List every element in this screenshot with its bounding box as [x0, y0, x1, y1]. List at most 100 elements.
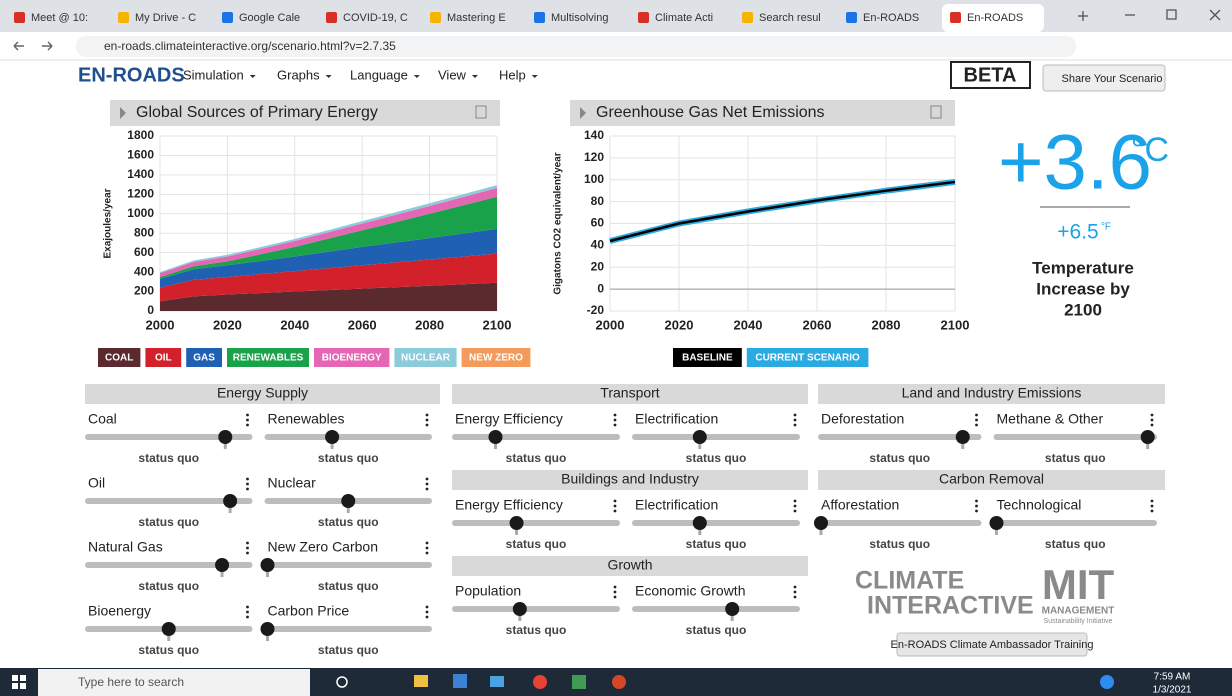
slider-name[interactable]: Renewables [268, 411, 345, 427]
slider-name[interactable]: Energy Efficiency [455, 411, 563, 427]
menu-dots[interactable] [1150, 423, 1154, 427]
menu-dots[interactable] [246, 487, 249, 491]
slider-thumb[interactable] [512, 602, 527, 616]
legend-swatch[interactable] [746, 348, 869, 367]
menu[interactable]: Help [499, 67, 526, 82]
menu-dots[interactable] [246, 423, 249, 427]
menu-dots[interactable] [793, 590, 797, 594]
expand-arrow[interactable] [580, 107, 586, 119]
legend-swatch[interactable] [98, 348, 141, 367]
menu[interactable]: Simulation [183, 67, 244, 82]
slider-thumb[interactable] [488, 430, 503, 444]
legend-label[interactable]: NUCLEAR [401, 353, 451, 364]
menu-dots[interactable] [246, 482, 249, 486]
tab[interactable] [942, 4, 1044, 32]
slider-thumb[interactable] [260, 622, 275, 636]
tab-title[interactable]: My Drive - C [135, 12, 196, 24]
menu-dots[interactable] [425, 482, 429, 486]
slider-thumb[interactable] [341, 494, 356, 508]
slider-name[interactable]: Afforestation [821, 497, 899, 513]
tab-title[interactable]: Climate Acti [655, 12, 713, 24]
slider-thumb[interactable] [218, 430, 233, 444]
menu-dots[interactable] [246, 615, 249, 619]
menu-dots[interactable] [1150, 418, 1154, 422]
tab-title[interactable]: Meet @ 10: [31, 12, 88, 24]
taskbar-icons[interactable] [336, 674, 1114, 689]
menu-dots[interactable] [975, 509, 978, 513]
tab[interactable] [422, 4, 524, 32]
menu-dots[interactable] [975, 418, 978, 422]
menu-dots[interactable] [613, 413, 617, 417]
search-placeholder[interactable]: Type here to search [78, 675, 184, 689]
menu-dots[interactable] [975, 504, 978, 508]
menu-dots[interactable] [425, 551, 429, 555]
menu-dots[interactable] [246, 551, 249, 555]
window-controls[interactable] [1078, 9, 1221, 21]
training-label[interactable]: En-ROADS Climate Ambassador Training [891, 639, 1094, 651]
menu-dots[interactable] [613, 509, 617, 513]
slider-name[interactable]: Technological [997, 497, 1082, 513]
menu-dots[interactable] [613, 585, 617, 589]
menu-dots[interactable] [793, 585, 797, 589]
menu-dots[interactable] [246, 605, 249, 609]
nav-buttons[interactable] [13, 41, 53, 51]
menu-dots[interactable] [613, 595, 617, 599]
legend-label[interactable]: RENEWABLES [233, 353, 304, 364]
menu-dots[interactable] [246, 541, 249, 545]
menu-dots[interactable] [975, 499, 978, 503]
menu[interactable]: View [438, 67, 467, 82]
slider-name[interactable]: Methane & Other [997, 411, 1104, 427]
expand-arrow[interactable] [120, 107, 126, 119]
legend-label[interactable]: COAL [105, 353, 133, 364]
tab[interactable] [318, 4, 420, 32]
legend-label[interactable]: GAS [193, 353, 215, 364]
menu-dots[interactable] [246, 413, 249, 417]
menu-dots[interactable] [793, 509, 797, 513]
legend-swatch[interactable] [186, 348, 222, 367]
menu-dots[interactable] [425, 610, 429, 614]
slider-name[interactable]: Economic Growth [635, 583, 745, 599]
menu-dots[interactable] [425, 605, 429, 609]
menu-dots[interactable] [425, 418, 429, 422]
menu-dots[interactable] [1150, 509, 1154, 513]
menu-dots[interactable] [425, 477, 429, 481]
slider-thumb[interactable] [215, 558, 230, 572]
start-button[interactable] [12, 675, 26, 689]
slider-thumb[interactable] [814, 516, 828, 530]
legend-swatch[interactable] [314, 348, 390, 367]
slider-thumb[interactable] [325, 430, 340, 444]
menu-dots[interactable] [793, 418, 797, 422]
tab[interactable] [6, 4, 108, 32]
share-button[interactable] [1042, 64, 1166, 92]
slider-thumb[interactable] [223, 494, 238, 508]
slider-name[interactable]: Coal [88, 411, 117, 427]
menu-dots[interactable] [1150, 504, 1154, 508]
legend-swatch[interactable] [145, 348, 182, 367]
legend-label[interactable]: OIL [155, 353, 172, 364]
slider-name[interactable]: Population [455, 583, 521, 599]
menu-dots[interactable] [793, 499, 797, 503]
slider-name[interactable]: Natural Gas [88, 539, 163, 555]
url[interactable]: en-roads.climateinteractive.org/scenario… [104, 39, 396, 53]
menu-dots[interactable] [793, 423, 797, 427]
slider-name[interactable]: Bioenergy [88, 603, 151, 619]
slider-thumb[interactable] [509, 516, 524, 530]
slider-name[interactable]: New Zero Carbon [268, 539, 379, 555]
slider-name[interactable]: Electrification [635, 411, 718, 427]
tab[interactable] [734, 4, 836, 32]
slider-name[interactable]: Nuclear [268, 475, 317, 491]
search-box[interactable] [38, 669, 310, 696]
menu-dots[interactable] [425, 541, 429, 545]
slider-name[interactable]: Energy Efficiency [455, 497, 563, 513]
tab-title[interactable]: En-ROADS [863, 12, 919, 24]
menu-dots[interactable] [975, 423, 978, 427]
training-button[interactable] [896, 632, 1088, 657]
legend-swatch[interactable] [227, 348, 309, 367]
menu-dots[interactable] [425, 423, 429, 427]
slider-thumb[interactable] [1140, 430, 1155, 444]
slider-thumb[interactable] [692, 516, 707, 530]
menu-dots[interactable] [246, 610, 249, 614]
slider-thumb[interactable] [260, 558, 275, 572]
menu-dots[interactable] [246, 546, 249, 550]
tab[interactable] [838, 4, 940, 32]
